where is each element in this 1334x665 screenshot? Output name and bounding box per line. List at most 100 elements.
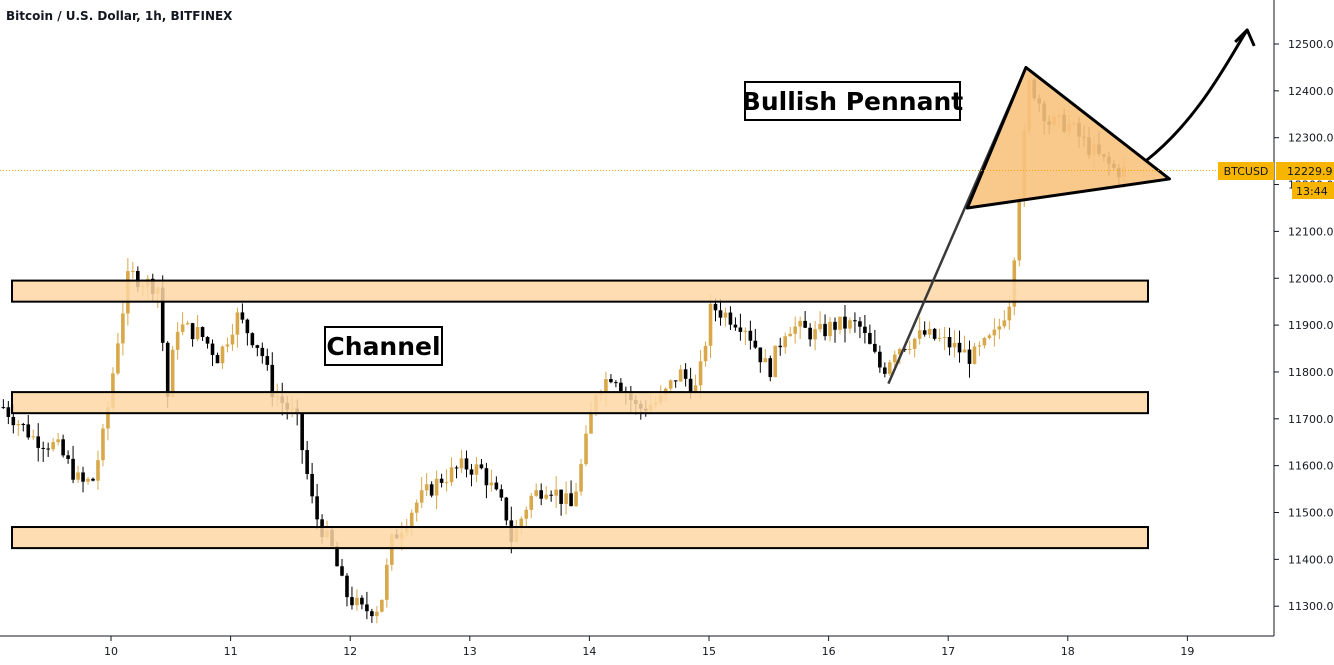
candle-body [723,312,728,318]
candle-body [235,312,240,335]
candle-body [385,564,389,600]
candle-body [892,354,897,363]
candle-body [524,509,529,519]
candle-body [136,270,140,288]
candle-body [952,342,957,348]
candle-body [753,340,758,348]
candle-body [106,407,110,429]
horizontal-zone-2 [11,391,1149,415]
candle-body [868,332,872,344]
candle-body [808,327,812,340]
candle-body [698,361,703,386]
candle-body [927,328,932,335]
candle-body [96,460,100,481]
pennant-annotation: Bullish Pennant [742,81,963,121]
candle-body [419,490,424,503]
candle-body [6,407,11,417]
candle-body [853,320,857,322]
candle-body [195,327,200,340]
candle-body [170,349,175,397]
horizontal-zone-1 [11,279,1149,303]
candle-body [728,312,733,325]
candle-body [390,534,394,565]
candle-body [310,473,314,497]
ticker-tag-box [1218,162,1274,180]
candle-body [370,611,374,617]
candle-body [116,343,120,374]
candle-body [380,599,384,612]
candle-body [454,467,459,469]
candle-body [773,345,778,378]
candle-body [46,448,50,450]
candle-body [922,330,927,335]
candle-body [131,270,135,272]
candle-body [175,331,180,350]
x-tick-label: 18 [1061,645,1075,658]
candle-body [26,424,31,438]
candle-body [165,342,170,397]
candle-body [803,320,807,328]
candle-body [897,348,902,355]
candle-body [459,458,464,469]
candle-body [350,597,354,606]
candle-body [907,348,912,350]
countdown-tag: 13:44 [1296,185,1328,198]
candle-body [962,349,967,353]
x-tick-label: 17 [941,645,955,658]
y-tick-label: 11600.0 [1288,460,1334,473]
candle-body [499,489,504,498]
candle-body [828,321,832,337]
candle-body [86,478,90,482]
candle-body [883,367,887,374]
candle-body [564,493,568,504]
candle-body [111,373,115,408]
candle-body [574,491,578,507]
candle-body [200,327,205,338]
candle-body [688,378,693,394]
candle-body [559,489,563,504]
candle-body [818,323,822,330]
candle-body [793,326,797,334]
candle-body [912,338,917,349]
candle-body [972,346,977,364]
candle-body [768,358,773,378]
candle-body [708,303,713,346]
candle-body [992,329,997,336]
candle-body [609,379,613,383]
candle-body [937,337,942,339]
candle-body [678,369,683,382]
candle-body [265,356,270,365]
candle-body [240,312,245,320]
pennant-triangle [965,65,1171,210]
candle-body [748,330,753,341]
candle-body [444,482,449,484]
candle-body [788,333,792,337]
pennant-label-box [744,81,961,121]
x-tick-label: 10 [104,645,118,658]
candle-body [300,413,304,451]
candle-body [982,337,987,346]
candle-body [220,346,225,364]
candle-body [66,455,70,459]
candle-body [798,320,802,327]
y-tick-label: 11800.0 [1288,366,1334,379]
y-tick-label: 11900.0 [1288,319,1334,332]
candle-body [205,337,210,344]
candle-body [429,484,434,496]
candle-body [16,423,21,426]
candle-body [464,458,469,470]
candle-body [823,323,827,337]
candle-body [718,310,723,318]
y-tick-label: 11700.0 [1288,413,1334,426]
chart-title: Bitcoin / U.S. Dollar, 1h, BITFINEX [6,9,233,23]
candle-body [56,439,60,443]
candle-body [41,447,45,449]
candle-body [245,319,250,334]
candle-body [614,382,618,384]
candle-body [180,324,185,332]
candle-body [11,416,16,426]
candle-body [225,344,230,347]
candle-body [1017,199,1022,261]
candle-body [888,362,892,374]
x-tick-label: 12 [343,645,357,658]
